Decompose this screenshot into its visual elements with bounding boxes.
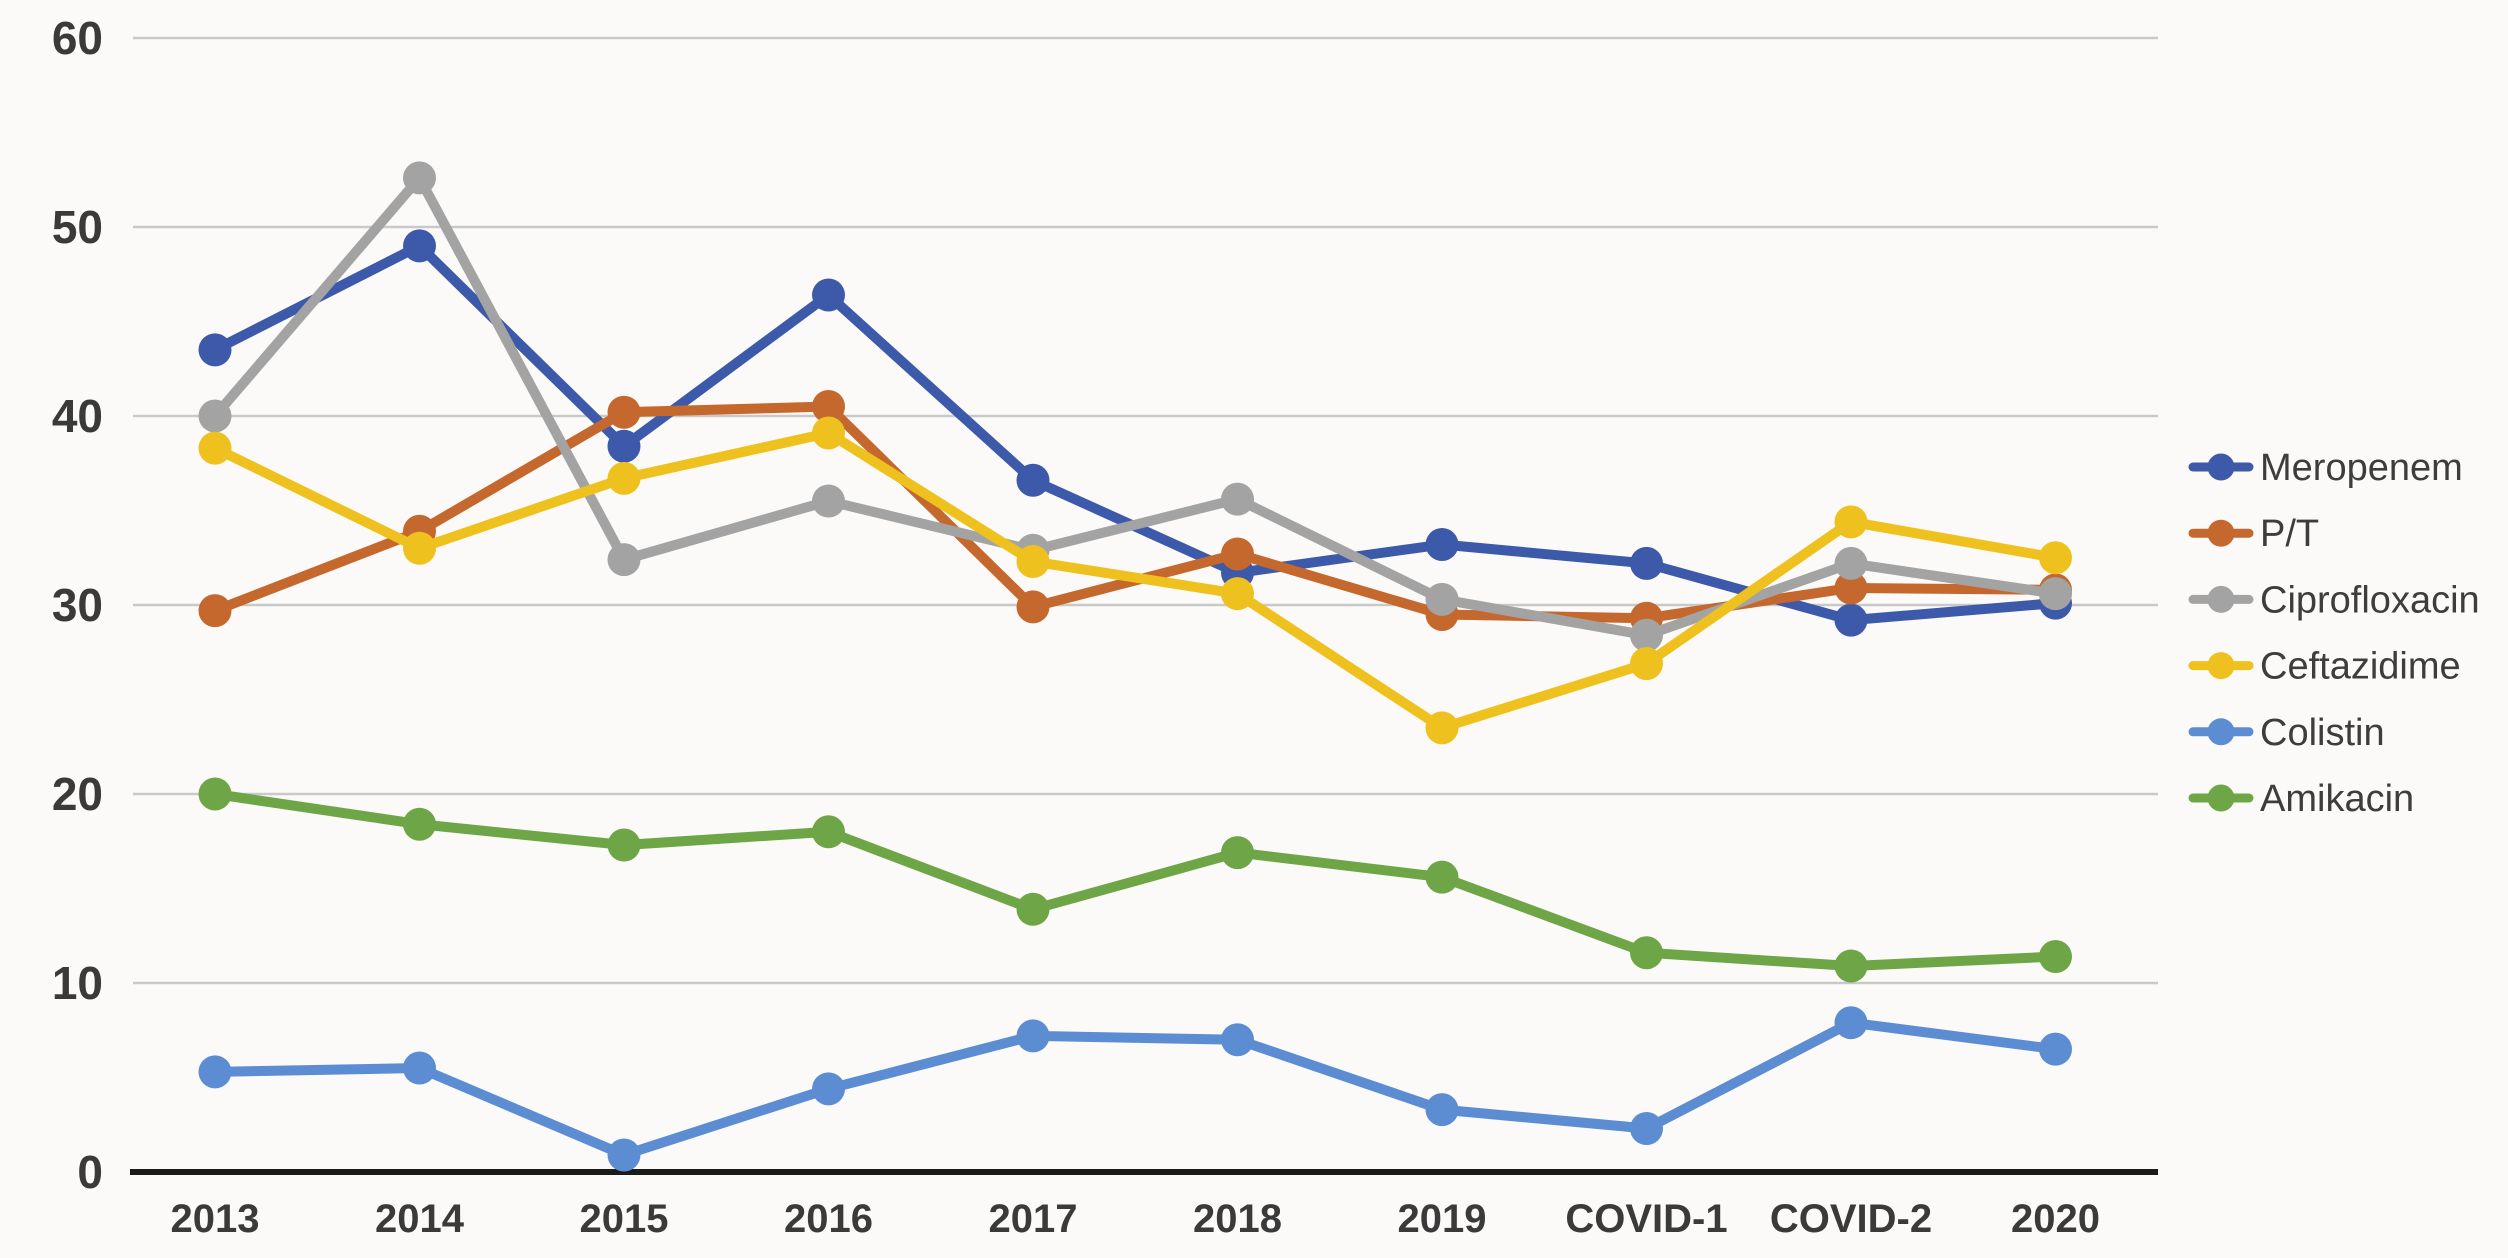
data-point-Meropenem-2013 <box>198 333 232 367</box>
data-point-Ciprofloxacin-COVID-1 <box>1630 618 1663 652</box>
data-point-Amikacin-2018 <box>1221 836 1254 870</box>
data-point-Meropenem-COVID-2 <box>1834 603 1868 637</box>
data-point-Ciprofloxacin-2013 <box>198 399 232 433</box>
x-axis-tick-2017: 2017 <box>989 1197 1078 1241</box>
x-axis-tick-COVID-2: COVID-2 <box>1770 1197 1932 1241</box>
data-point-Ceftazidime-2016 <box>812 416 845 450</box>
data-point-P/T-2016 <box>812 390 845 424</box>
data-point-Amikacin-2015 <box>607 828 641 862</box>
data-point-Amikacin-2016 <box>812 815 845 849</box>
x-axis-tick-2014: 2014 <box>375 1197 465 1241</box>
y-axis-tick-60: 60 <box>52 12 103 64</box>
legend-marker-dot-P/T <box>2207 519 2235 547</box>
data-point-Ceftazidime-2019 <box>1425 711 1459 745</box>
legend-label-Ciprofloxacin: Ciprofloxacin <box>2260 579 2480 621</box>
data-point-Amikacin-2020 <box>2039 940 2072 974</box>
data-point-Meropenem-2014 <box>403 229 436 263</box>
data-point-Ciprofloxacin-2018 <box>1221 482 1254 516</box>
data-point-Ceftazidime-2014 <box>403 531 436 565</box>
y-axis-tick-40: 40 <box>52 390 103 442</box>
x-axis-tick-2015: 2015 <box>580 1197 669 1241</box>
data-point-Colistin-2017 <box>1016 1019 1050 1053</box>
data-point-Amikacin-2013 <box>198 777 232 811</box>
data-point-Ciprofloxacin-2016 <box>812 484 845 518</box>
data-point-P/T-2013 <box>198 594 232 628</box>
data-point-Meropenem-2015 <box>607 429 641 463</box>
data-point-Colistin-2015 <box>607 1138 641 1172</box>
series-line-Ceftazidime <box>210 428 2061 733</box>
data-point-Meropenem-COVID-1 <box>1630 546 1663 580</box>
data-point-Amikacin-COVID-2 <box>1834 949 1868 983</box>
data-point-Ciprofloxacin-2015 <box>607 543 641 577</box>
data-point-Ciprofloxacin-COVID-2 <box>1834 546 1868 580</box>
legend-marker-dot-Ciprofloxacin <box>2207 585 2235 613</box>
x-axis-tick-COVID-1: COVID-1 <box>1565 1197 1727 1241</box>
legend-label-Amikacin: Amikacin <box>2260 778 2414 820</box>
y-axis-tick-0: 0 <box>77 1146 103 1198</box>
data-point-Ceftazidime-2018 <box>1221 577 1254 611</box>
x-axis-tick-2016: 2016 <box>784 1197 873 1241</box>
legend-marker-dot-Meropenem <box>2207 453 2235 481</box>
data-point-P/T-2018 <box>1221 537 1254 571</box>
y-axis-tick-30: 30 <box>52 579 103 631</box>
legend-marker-dot-Colistin <box>2207 718 2235 746</box>
data-point-P/T-2017 <box>1016 590 1050 624</box>
y-axis-tick-20: 20 <box>52 768 103 820</box>
data-point-Meropenem-2017 <box>1016 463 1050 497</box>
legend-label-Meropenem: Meropenem <box>2260 447 2463 489</box>
data-point-Ceftazidime-COVID-2 <box>1834 505 1868 539</box>
y-axis-tick-50: 50 <box>52 201 103 253</box>
data-point-Colistin-2014 <box>403 1051 436 1085</box>
data-point-Colistin-2019 <box>1425 1093 1459 1127</box>
data-point-Ciprofloxacin-2019 <box>1425 582 1459 616</box>
y-axis-tick-10: 10 <box>52 957 103 1009</box>
data-point-Ceftazidime-2013 <box>198 431 232 465</box>
x-axis-tick-2018: 2018 <box>1193 1197 1282 1241</box>
data-point-Amikacin-2014 <box>403 807 436 841</box>
series-line-Amikacin <box>210 789 2061 971</box>
data-point-Colistin-2013 <box>198 1055 232 1089</box>
data-point-Ceftazidime-COVID-1 <box>1630 647 1663 681</box>
series-line-Ciprofloxacin <box>210 172 2061 641</box>
data-point-Colistin-2018 <box>1221 1023 1254 1057</box>
data-point-Amikacin-2017 <box>1016 892 1050 926</box>
x-axis-tick-2013: 2013 <box>171 1197 260 1241</box>
data-point-Colistin-COVID-2 <box>1834 1006 1868 1040</box>
data-point-Ceftazidime-2015 <box>607 461 641 495</box>
legend-marker-dot-Ceftazidime <box>2207 652 2235 680</box>
data-point-Ciprofloxacin-2014 <box>403 161 436 195</box>
x-axis-tick-2019: 2019 <box>1398 1197 1487 1241</box>
data-point-Ceftazidime-2017 <box>1016 545 1050 579</box>
legend-marker-dot-Amikacin <box>2207 784 2235 812</box>
data-point-Colistin-2016 <box>812 1072 845 1106</box>
data-point-Ceftazidime-2020 <box>2039 541 2072 575</box>
legend-label-Colistin: Colistin <box>2260 712 2385 754</box>
data-point-Amikacin-2019 <box>1425 860 1459 894</box>
legend-label-Ceftazidime: Ceftazidime <box>2260 646 2461 688</box>
data-point-Amikacin-COVID-1 <box>1630 936 1663 970</box>
data-point-Colistin-COVID-1 <box>1630 1112 1663 1146</box>
series-line-Colistin <box>210 1017 2061 1160</box>
legend-label-P/T: P/T <box>2260 513 2319 555</box>
data-point-Colistin-2020 <box>2039 1032 2072 1066</box>
x-axis-tick-2020: 2020 <box>2011 1197 2100 1241</box>
data-point-Meropenem-2019 <box>1425 528 1459 562</box>
data-point-P/T-2015 <box>607 395 641 429</box>
data-point-P/T-COVID-2 <box>1834 571 1868 605</box>
data-point-Meropenem-2016 <box>812 278 845 312</box>
data-point-Ciprofloxacin-2020 <box>2039 577 2072 611</box>
